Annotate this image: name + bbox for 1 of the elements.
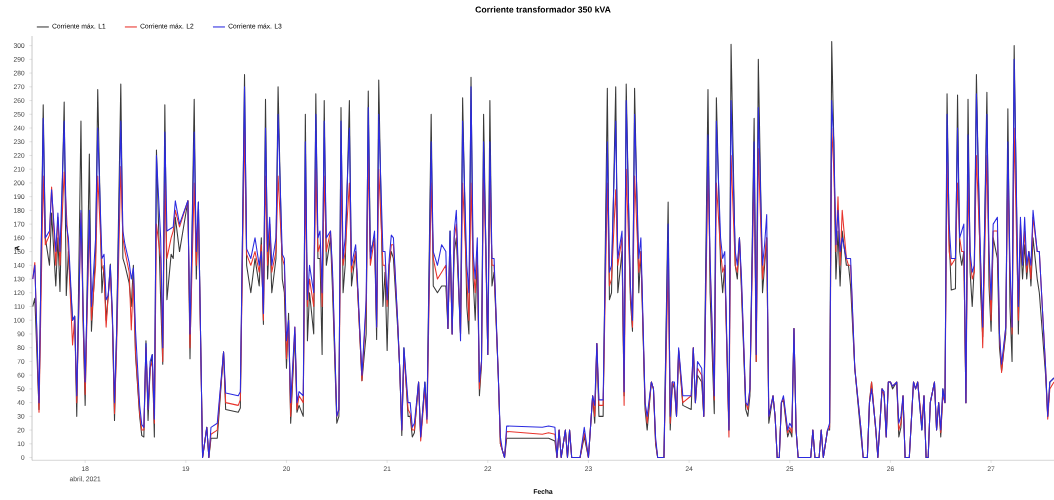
chart-title: Corriente transformador 350 kVA	[475, 6, 611, 13]
